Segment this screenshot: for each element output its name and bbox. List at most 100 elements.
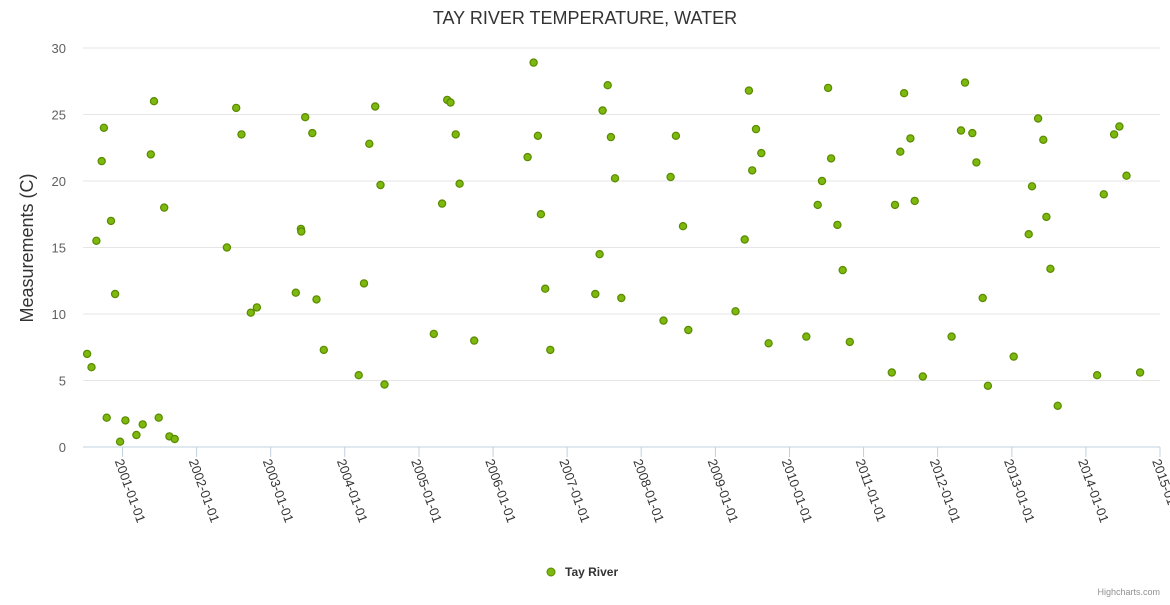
data-point[interactable] bbox=[87, 363, 96, 372]
data-point[interactable] bbox=[301, 112, 310, 122]
data-point[interactable] bbox=[354, 371, 363, 380]
data-point[interactable] bbox=[536, 209, 546, 219]
legend[interactable]: Tay River bbox=[546, 565, 618, 579]
data-point[interactable] bbox=[132, 430, 141, 440]
data-point[interactable] bbox=[751, 124, 761, 134]
data-point[interactable] bbox=[910, 196, 919, 206]
data-point[interactable] bbox=[972, 158, 981, 167]
data-point[interactable] bbox=[1109, 130, 1119, 139]
data-point[interactable] bbox=[983, 381, 993, 390]
data-point[interactable] bbox=[237, 130, 246, 139]
data-point[interactable] bbox=[359, 279, 369, 288]
data-point[interactable] bbox=[1053, 401, 1062, 410]
data-point[interactable] bbox=[1042, 212, 1051, 222]
data-point[interactable] bbox=[906, 134, 915, 143]
data-point[interactable] bbox=[529, 58, 538, 67]
data-point[interactable] bbox=[1027, 182, 1037, 191]
data-point[interactable] bbox=[617, 293, 626, 303]
data-point[interactable] bbox=[666, 172, 675, 182]
data-point[interactable] bbox=[887, 368, 897, 377]
data-point[interactable] bbox=[138, 420, 147, 429]
data-point[interactable] bbox=[1024, 229, 1033, 239]
data-point[interactable] bbox=[541, 284, 550, 293]
data-point[interactable] bbox=[446, 98, 455, 107]
data-point[interactable] bbox=[918, 372, 928, 381]
data-point[interactable] bbox=[610, 174, 620, 183]
data-point[interactable] bbox=[97, 156, 106, 166]
data-point[interactable] bbox=[968, 128, 977, 138]
data-point[interactable] bbox=[149, 96, 159, 106]
data-point[interactable] bbox=[1099, 190, 1109, 199]
data-point[interactable] bbox=[802, 332, 811, 341]
data-point[interactable] bbox=[956, 126, 966, 135]
data-point[interactable] bbox=[246, 308, 255, 317]
data-point[interactable] bbox=[437, 199, 447, 208]
data-point[interactable] bbox=[115, 437, 125, 446]
data-point[interactable] bbox=[429, 329, 438, 339]
data-point[interactable] bbox=[845, 337, 855, 347]
data-point[interactable] bbox=[1115, 122, 1124, 131]
data-point[interactable] bbox=[319, 345, 328, 355]
data-point[interactable] bbox=[731, 307, 740, 316]
data-point[interactable] bbox=[684, 325, 693, 335]
data-point[interactable] bbox=[222, 243, 232, 252]
data-point[interactable] bbox=[106, 216, 116, 226]
data-point[interactable] bbox=[813, 200, 822, 210]
legend-marker[interactable] bbox=[546, 567, 556, 577]
data-point[interactable] bbox=[823, 83, 833, 93]
data-point[interactable] bbox=[744, 86, 754, 95]
data-point[interactable] bbox=[252, 303, 262, 312]
data-point[interactable] bbox=[110, 289, 120, 299]
data-point[interactable] bbox=[92, 236, 101, 245]
data-point[interactable] bbox=[159, 203, 169, 212]
data-point[interactable] bbox=[82, 349, 92, 359]
data-point[interactable] bbox=[960, 78, 970, 87]
data-point[interactable] bbox=[890, 200, 900, 210]
data-point[interactable] bbox=[838, 265, 847, 275]
data-point[interactable] bbox=[146, 150, 155, 159]
data-point[interactable] bbox=[371, 102, 380, 111]
data-point[interactable] bbox=[1135, 368, 1145, 377]
data-point[interactable] bbox=[833, 220, 842, 230]
data-point[interactable] bbox=[947, 332, 956, 341]
data-point[interactable] bbox=[757, 148, 766, 158]
data-point[interactable] bbox=[546, 345, 555, 355]
data-point[interactable] bbox=[1092, 371, 1102, 380]
data-point[interactable] bbox=[533, 131, 543, 140]
data-point[interactable] bbox=[896, 147, 905, 156]
data-point[interactable] bbox=[451, 130, 460, 139]
legend-label-tay-river[interactable]: Tay River bbox=[565, 565, 618, 579]
data-point[interactable] bbox=[748, 166, 757, 175]
data-point[interactable] bbox=[659, 316, 668, 325]
data-point[interactable] bbox=[591, 289, 600, 299]
data-point[interactable] bbox=[365, 139, 374, 148]
data-point[interactable] bbox=[523, 152, 532, 162]
data-point[interactable] bbox=[1033, 114, 1043, 123]
data-point[interactable] bbox=[740, 235, 749, 244]
data-point[interactable] bbox=[455, 179, 464, 188]
data-point[interactable] bbox=[598, 106, 607, 115]
data-point[interactable] bbox=[376, 180, 385, 190]
data-point[interactable] bbox=[678, 221, 688, 231]
data-point[interactable] bbox=[1009, 352, 1018, 361]
data-point[interactable] bbox=[99, 123, 109, 133]
data-point[interactable] bbox=[1039, 135, 1048, 144]
data-point[interactable] bbox=[121, 416, 130, 425]
data-point[interactable] bbox=[380, 380, 389, 389]
data-point[interactable] bbox=[606, 132, 616, 142]
data-point[interactable] bbox=[308, 128, 317, 138]
data-point[interactable] bbox=[154, 413, 163, 422]
data-point[interactable] bbox=[978, 293, 987, 303]
data-point[interactable] bbox=[1046, 264, 1055, 273]
data-point[interactable] bbox=[231, 103, 241, 113]
data-point[interactable] bbox=[826, 154, 836, 163]
data-point[interactable] bbox=[603, 80, 612, 90]
data-point[interactable] bbox=[297, 227, 306, 236]
data-point[interactable] bbox=[817, 176, 827, 186]
data-point[interactable] bbox=[291, 288, 300, 297]
data-point[interactable] bbox=[312, 295, 321, 304]
data-point[interactable] bbox=[899, 88, 909, 98]
credits-link[interactable]: Highcharts.com bbox=[1097, 587, 1160, 597]
data-point[interactable] bbox=[1122, 171, 1131, 180]
data-point[interactable] bbox=[470, 336, 479, 345]
